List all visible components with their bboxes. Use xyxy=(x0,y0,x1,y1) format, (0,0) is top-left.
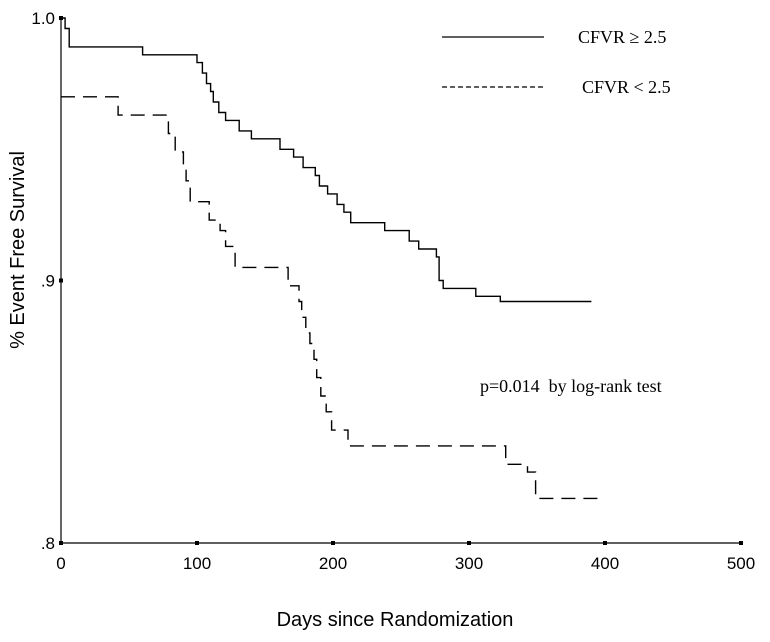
y-axis-label: % Event Free Survival xyxy=(7,151,29,349)
series-line-cfvr-high xyxy=(61,17,592,303)
x-tick-label: 100 xyxy=(183,554,211,573)
x-tick-label: 0 xyxy=(56,554,65,573)
series-line-cfvr-low xyxy=(61,96,599,500)
x-tick-mark xyxy=(739,541,743,545)
x-axis-label: Days since Randomization xyxy=(277,609,514,631)
x-tick-mark xyxy=(331,541,335,545)
p-value-annotation: p=0.014 by log-rank test xyxy=(480,376,662,396)
x-tick-mark xyxy=(195,541,199,545)
x-tick-mark xyxy=(467,541,471,545)
series-layer xyxy=(61,17,599,500)
y-ticks: .8 .9 1.0 xyxy=(31,9,63,553)
x-tick-label: 500 xyxy=(727,554,755,573)
x-tick-label: 300 xyxy=(455,554,483,573)
legend-label-cfvr-high: CFVR ≥ 2.5 xyxy=(578,27,666,47)
x-tick-mark xyxy=(603,541,607,545)
y-tick-mark xyxy=(59,278,63,283)
y-tick-mark xyxy=(59,541,63,545)
x-ticks: 0 100 200 300 400 500 xyxy=(56,541,755,573)
x-tick-label: 400 xyxy=(591,554,619,573)
y-tick-label: 1.0 xyxy=(31,9,55,28)
x-tick-label: 200 xyxy=(319,554,347,573)
y-tick-label: .9 xyxy=(41,272,55,291)
legend-label-cfvr-low: CFVR < 2.5 xyxy=(582,77,671,97)
y-tick-label: .8 xyxy=(41,534,55,553)
legend: CFVR ≥ 2.5 CFVR < 2.5 xyxy=(442,27,671,97)
